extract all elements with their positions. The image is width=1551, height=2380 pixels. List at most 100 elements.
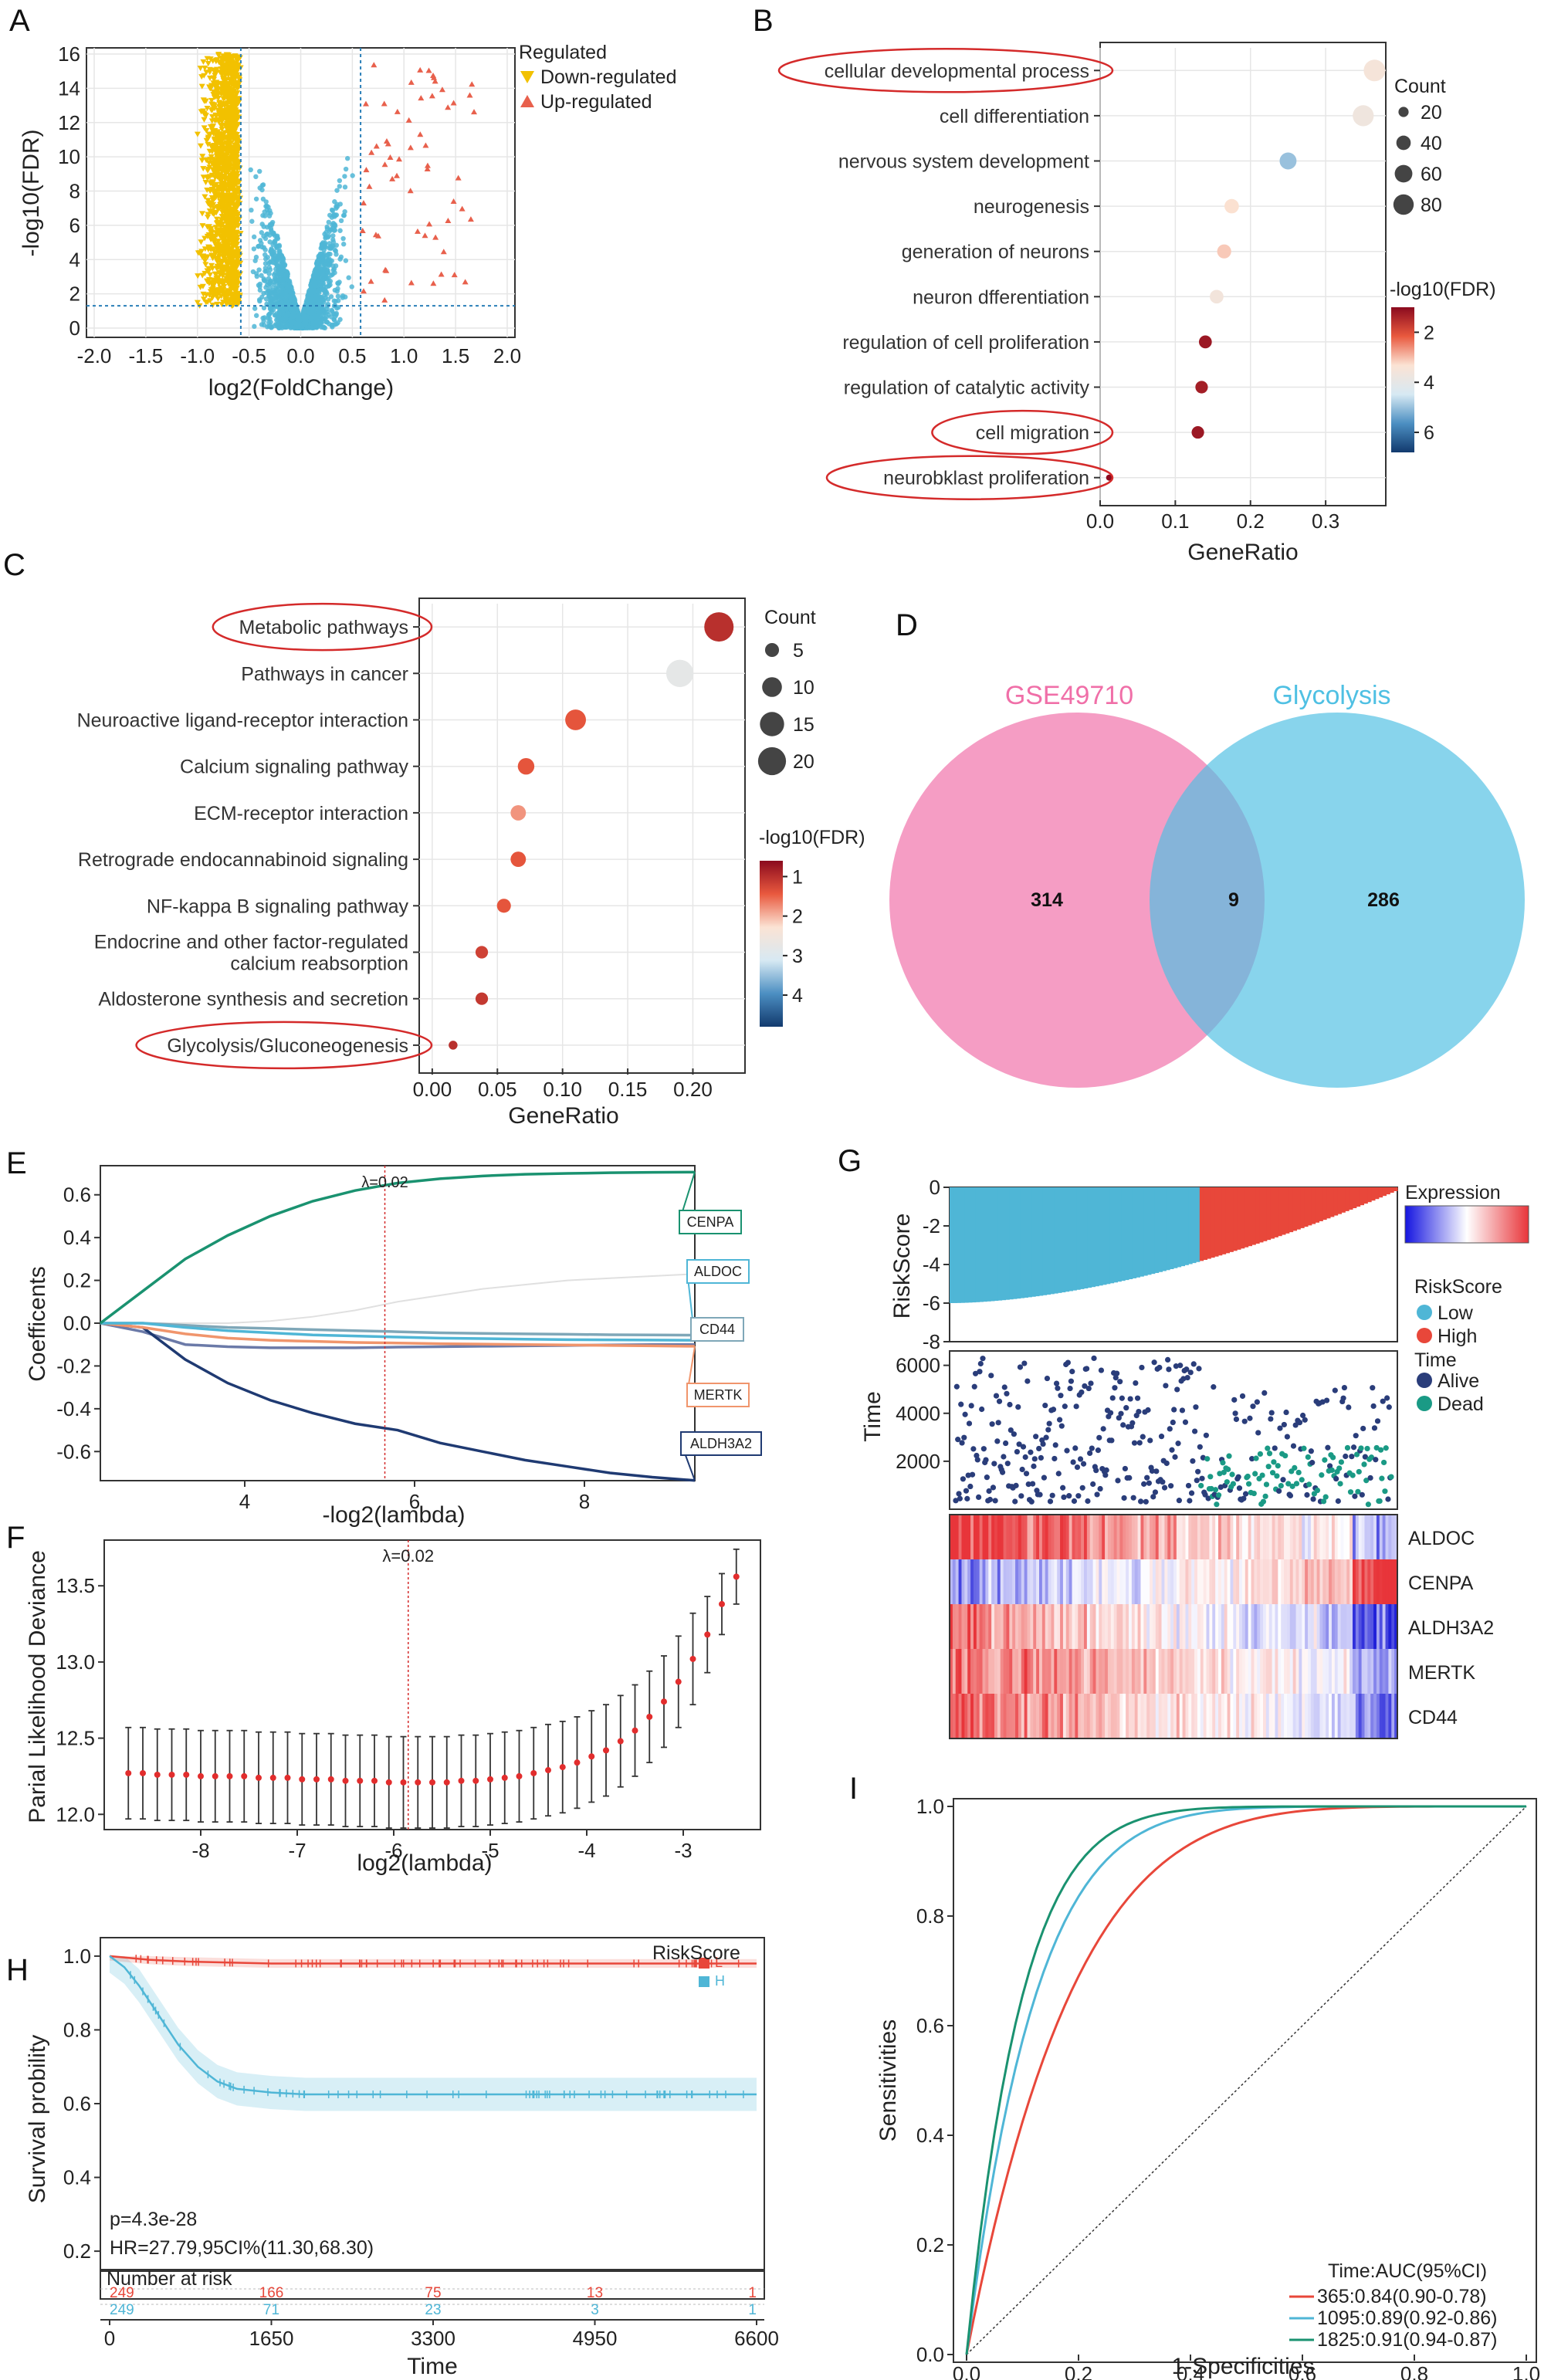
time-point (1242, 1491, 1249, 1497)
volcano-point-down (198, 254, 205, 260)
time-point (1103, 1467, 1109, 1474)
volcano-point-down (217, 288, 224, 294)
heatmap-cell (1310, 1604, 1315, 1649)
time-point (1322, 1494, 1329, 1500)
time-point (1329, 1467, 1335, 1474)
volcano-point-ns (322, 262, 327, 268)
risk-bar (1042, 1187, 1048, 1295)
heatmap-cell (1060, 1515, 1064, 1559)
heatmap-cell (1260, 1649, 1264, 1694)
time-point (1241, 1495, 1247, 1501)
volcano-point-down (211, 238, 218, 244)
time-point (1247, 1415, 1253, 1421)
volcano-point-ns (253, 174, 259, 180)
heatmap-cell (994, 1559, 998, 1604)
volcano-point-down (198, 109, 205, 115)
volcano-point-up (426, 221, 433, 227)
volcano-point-down (223, 152, 230, 158)
heatmap-cell (997, 1649, 1001, 1694)
risk-bar (1353, 1187, 1357, 1209)
risk-bar (1001, 1187, 1006, 1301)
risk-bar (1170, 1187, 1174, 1270)
time-point (1156, 1364, 1163, 1371)
time-point (1085, 1385, 1092, 1392)
volcano-point-ns (323, 229, 329, 235)
risk-bar (1173, 1187, 1178, 1268)
volcano-point-down (205, 198, 212, 204)
heatmap-cell (1230, 1649, 1234, 1694)
risk-bar (979, 1187, 984, 1302)
time-point (1212, 1487, 1219, 1493)
time-point (1047, 1498, 1054, 1505)
heatmap-cell (1006, 1559, 1010, 1604)
volcano-point-ns (322, 242, 327, 249)
volcano-point-down (208, 107, 215, 113)
heatmap-cell (1343, 1559, 1347, 1604)
time-point (1163, 1460, 1170, 1467)
heatmap-cell (1045, 1515, 1049, 1559)
deviance-point (168, 1771, 175, 1778)
heatmap-cell (1167, 1559, 1171, 1604)
volcano-point-down (215, 275, 222, 281)
heatmap-cell (1129, 1559, 1133, 1604)
volcano-point-up (360, 200, 367, 206)
volcano-point-ns (249, 218, 255, 224)
heatmap-cell (1239, 1649, 1243, 1694)
heatmap-cell (1099, 1559, 1102, 1604)
heatmap-cell (1295, 1559, 1299, 1604)
heatmap-cell (1033, 1604, 1037, 1649)
heatmap-cell (1316, 1559, 1321, 1604)
time-point (1097, 1485, 1103, 1492)
time-point (1299, 1477, 1305, 1483)
heatmap-cell (1310, 1559, 1315, 1604)
heatmap-cell (1295, 1515, 1299, 1559)
heatmap-cell (1322, 1559, 1326, 1604)
coef-label: ALDH3A2 (690, 1436, 752, 1451)
time-point (1285, 1481, 1292, 1487)
heatmap-cell (1179, 1604, 1184, 1649)
risk-bar (1106, 1187, 1111, 1285)
color-bar-label: 2 (1424, 322, 1434, 344)
heatmap-cell (1045, 1559, 1049, 1604)
dotplot-category-label: nervous system development (838, 151, 1089, 173)
time-point (1169, 1447, 1175, 1453)
heatmap-cell (1305, 1649, 1309, 1694)
heatmap-cell (950, 1604, 953, 1649)
heatmap-cell (1176, 1604, 1180, 1649)
heatmap-cell (976, 1515, 980, 1559)
time-point (1001, 1454, 1007, 1460)
time-point (1278, 1482, 1284, 1489)
heatmap-cell (1364, 1559, 1368, 1604)
time-point (1259, 1472, 1265, 1478)
volcano-point-down (199, 223, 206, 229)
time-point (1207, 1474, 1214, 1480)
heatmap-cell (1137, 1515, 1142, 1559)
volcano-point-up (359, 228, 366, 234)
heatmap-cell (1126, 1604, 1129, 1649)
volcano-point-down (205, 168, 212, 174)
time-point (1020, 1444, 1027, 1450)
volcano-point-ns (304, 325, 310, 331)
panel-e-lambda-label: λ=0.02 (361, 1174, 408, 1191)
dotplot-point (1353, 105, 1374, 127)
time-point (1094, 1491, 1100, 1498)
volcano-point-ns (316, 300, 321, 305)
time-point (1177, 1363, 1184, 1369)
volcano-point-down (210, 67, 217, 73)
heatmap-cell (1391, 1515, 1395, 1559)
risk-bar (1367, 1187, 1372, 1203)
time-point (1147, 1437, 1153, 1444)
risk-bar (1229, 1187, 1234, 1252)
volcano-point-ns (310, 300, 316, 306)
volcano-point-down (214, 301, 221, 307)
volcano-point-down (229, 239, 236, 245)
heatmap-cell (1140, 1515, 1144, 1559)
time-point (955, 1437, 961, 1443)
volcano-point-down (225, 175, 232, 181)
heatmap-cell (1134, 1559, 1139, 1604)
dotplot-xtick: 0.20 (673, 1078, 713, 1101)
volcano-point-ns (286, 278, 293, 284)
volcano-point-down (199, 211, 206, 217)
volcano-point-ns (315, 258, 321, 263)
deviance-point (415, 1779, 422, 1786)
